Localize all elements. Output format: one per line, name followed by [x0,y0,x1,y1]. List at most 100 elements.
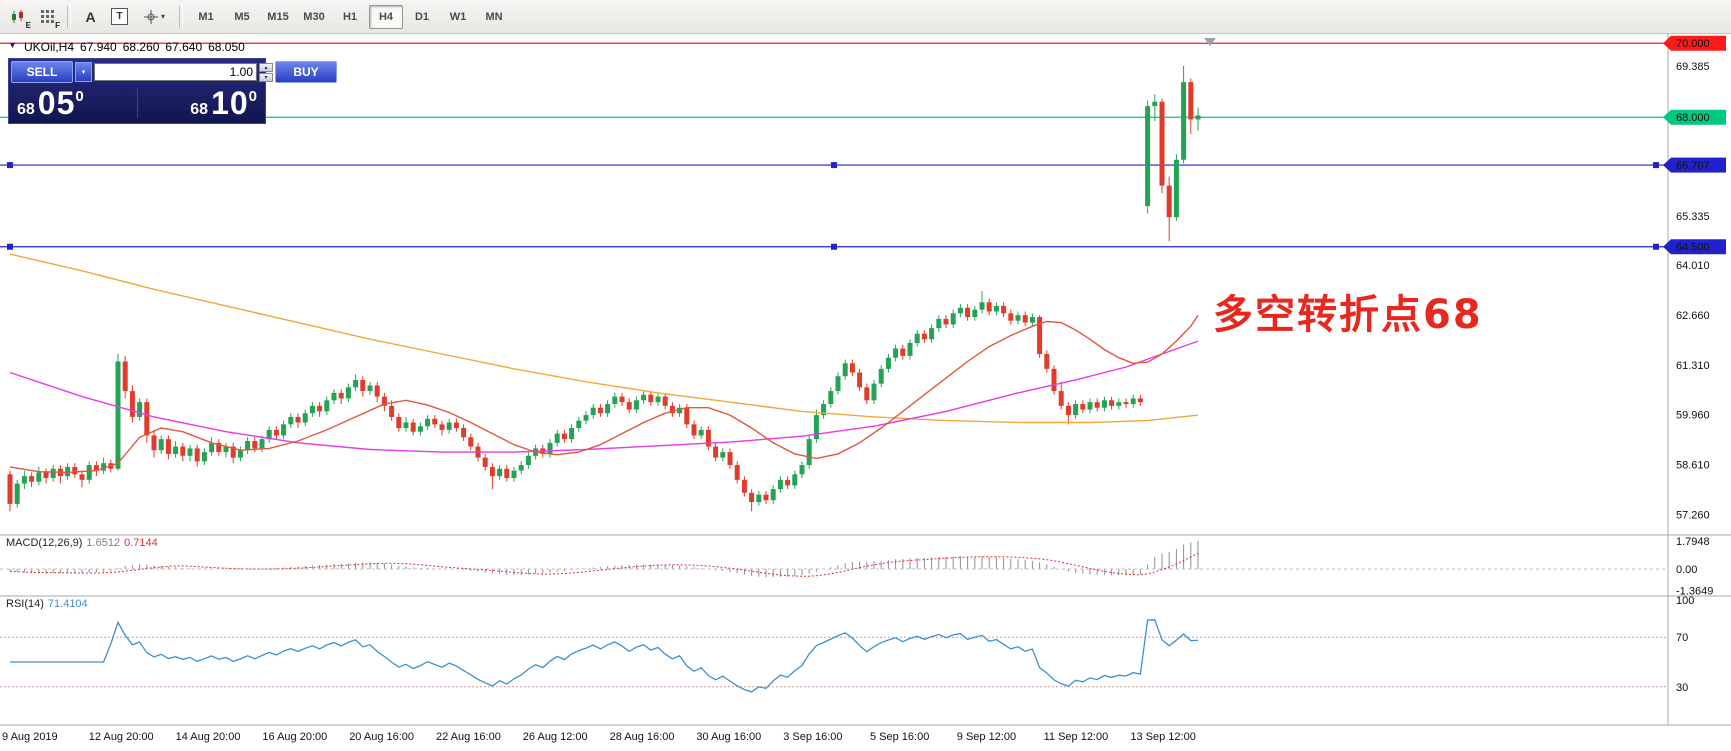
crosshair-icon [143,9,158,24]
lot-increment-button[interactable]: ▴ [259,62,273,72]
chart-area: 69.385 65.335 64.010 62.660 61.310 59.960 58.6… [0,34,1731,751]
price-label-arrow [1663,157,1671,173]
timeframe-button-d1[interactable]: D1 [414,10,430,23]
candle [1065,405,1071,416]
candle [633,400,639,410]
time-axis-label: 9 Aug 2019 [2,731,58,743]
lot-size-input[interactable] [94,63,257,81]
price-label-box [1671,35,1726,51]
candle [324,400,330,412]
candle [14,483,20,504]
candle [993,305,999,312]
candle [864,387,870,401]
candle [194,448,200,462]
time-axis-label: 12 Aug 20:00 [89,731,154,743]
candle [893,348,899,358]
time-axis-label: 14 Aug 20:00 [176,731,241,743]
timeframe-button-m1[interactable]: M1 [198,10,214,23]
candle [115,361,121,469]
candle [137,402,143,417]
candle [29,476,35,482]
candle [1137,398,1143,403]
price-tick-label: 65.335 [1676,211,1710,223]
timeframe-button-m30[interactable]: M30 [303,10,325,23]
timeframe-button-h4[interactable]: H4 [369,4,403,29]
candle [216,442,222,453]
candle [518,465,524,471]
candle [1015,315,1021,321]
candle [1101,400,1107,408]
timeframe-button-mn[interactable]: MN [485,10,503,23]
candle [367,385,373,392]
candle [266,429,272,440]
crosshair-tool-button[interactable]: ▾ [134,3,174,30]
time-axis-label: 28 Aug 16:00 [610,731,675,743]
hline-handle[interactable] [7,162,13,169]
one-click-toggle[interactable]: ▼ [8,40,17,50]
candle [821,403,827,416]
candle [1195,115,1201,120]
rsi-scale-label: 70 [1676,632,1688,644]
candle [86,465,92,480]
candle [698,429,704,436]
price-tick-label: 61.310 [1676,360,1710,372]
text-tool-button[interactable]: A [76,3,105,30]
timeframe-button-group: M1 M5 M15 M30 H1 H4 D1 W1 MN [188,4,512,29]
rsi-scale-label: 100 [1676,595,1694,607]
price-label-arrow [1663,35,1671,51]
candle [741,479,747,493]
candle [1080,403,1086,410]
grid-icon [40,9,54,23]
ohlc-close: 68.050 [208,40,245,54]
candle [950,313,956,325]
sell-button[interactable]: SELL [11,61,73,83]
hline-handle[interactable] [1653,243,1659,250]
lot-dropdown-button[interactable]: ▾ [75,62,92,82]
candle [857,372,863,388]
candle [72,466,78,475]
candle [986,302,992,312]
hline-handle[interactable] [831,243,837,250]
candle [547,442,553,454]
time-axis-label: 20 Aug 16:00 [349,731,414,743]
candle [511,470,517,478]
candle [799,465,805,475]
hline-handle[interactable] [831,162,837,169]
candle [914,333,920,343]
timeframe-button-h1[interactable]: H1 [342,10,358,23]
candle [648,394,654,403]
candle [1145,106,1151,207]
chart-shift-marker[interactable] [1204,38,1216,46]
candle [21,476,27,484]
price-chart-svg: 69.385 65.335 64.010 62.660 61.310 59.960 58.6… [0,34,1731,743]
indicator-shortcut-e-icon[interactable]: E [4,3,33,30]
timeframe-button-m15[interactable]: M15 [267,10,289,23]
bid-ask-divider [136,88,138,118]
candle [7,474,13,504]
candle [144,402,150,436]
buy-button[interactable]: BUY [275,61,337,83]
candle [309,405,315,414]
timeframe-button-w1[interactable]: W1 [449,10,467,23]
hline-handle[interactable] [1653,162,1659,169]
candle [849,363,855,373]
candle [410,422,416,432]
candle [641,394,647,401]
candle [554,433,560,443]
candle [1116,402,1122,406]
rsi-value: 71.4104 [47,598,88,610]
hline-handle[interactable] [7,243,13,250]
candle [813,415,819,440]
candle [777,479,783,490]
lot-decrement-button[interactable]: ▾ [259,72,273,82]
timeframe-button-m5[interactable]: M5 [234,10,250,23]
candle [273,429,279,436]
text-label-tool-button[interactable]: T [105,3,134,30]
candle [79,474,85,480]
indicator-shortcut-f-icon[interactable]: F [33,3,62,30]
candle [201,452,207,462]
candle [489,466,495,477]
time-axis-label: 9 Sep 12:00 [957,731,1016,743]
time-axis-label: 30 Aug 16:00 [696,731,761,743]
